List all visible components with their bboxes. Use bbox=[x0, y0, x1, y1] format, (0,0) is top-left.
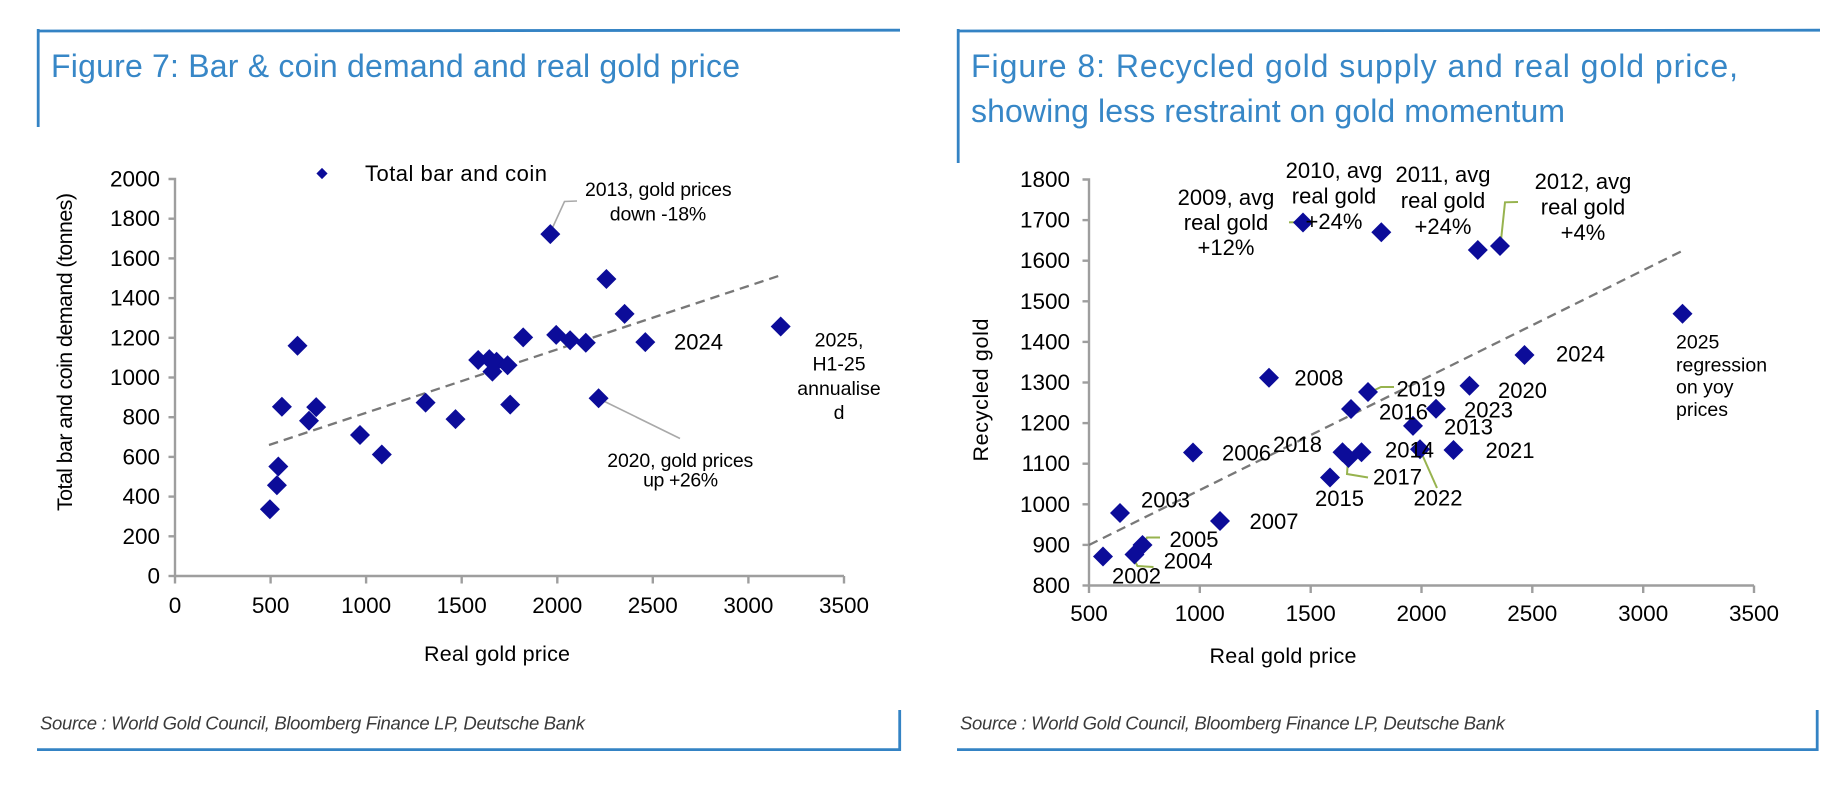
svg-text:2013, gold prices: 2013, gold prices bbox=[585, 179, 732, 201]
svg-text:1500: 1500 bbox=[437, 593, 487, 618]
svg-text:2005: 2005 bbox=[1170, 527, 1219, 552]
svg-text:2009, avg: 2009, avg bbox=[1178, 185, 1275, 210]
svg-text:+24%: +24% bbox=[1415, 214, 1472, 239]
svg-text:regression: regression bbox=[1676, 355, 1767, 377]
svg-text:800: 800 bbox=[122, 405, 160, 430]
svg-text:0: 0 bbox=[147, 564, 160, 589]
svg-text:annualise: annualise bbox=[797, 378, 880, 400]
svg-text:3000: 3000 bbox=[1618, 601, 1668, 626]
svg-text:1100: 1100 bbox=[1022, 451, 1070, 476]
svg-text:1400: 1400 bbox=[110, 286, 160, 311]
svg-text:2010, avg: 2010, avg bbox=[1286, 158, 1383, 183]
svg-text:400: 400 bbox=[122, 484, 160, 509]
svg-text:500: 500 bbox=[252, 593, 290, 618]
svg-text:3500: 3500 bbox=[1729, 601, 1779, 626]
svg-text:Real gold price: Real gold price bbox=[1210, 644, 1357, 668]
svg-text:1300: 1300 bbox=[1020, 370, 1070, 395]
svg-text:2022: 2022 bbox=[1414, 486, 1463, 511]
svg-text:Recycled gold: Recycled gold bbox=[969, 319, 993, 462]
svg-text:d: d bbox=[834, 402, 845, 424]
svg-text:2003: 2003 bbox=[1141, 488, 1190, 513]
svg-text:on yoy: on yoy bbox=[1676, 377, 1734, 399]
svg-text:600: 600 bbox=[122, 444, 160, 469]
svg-text:1000: 1000 bbox=[110, 365, 160, 390]
svg-text:900: 900 bbox=[1032, 532, 1070, 557]
svg-text:1500: 1500 bbox=[1286, 601, 1336, 626]
svg-text:2018: 2018 bbox=[1273, 432, 1322, 457]
svg-text:2023: 2023 bbox=[1464, 398, 1513, 423]
svg-text:2008: 2008 bbox=[1294, 366, 1343, 391]
svg-text:H1-25: H1-25 bbox=[812, 354, 865, 376]
svg-text:2500: 2500 bbox=[1507, 601, 1557, 626]
svg-text:2014: 2014 bbox=[1385, 438, 1434, 463]
svg-text:2017: 2017 bbox=[1373, 465, 1422, 490]
svg-text:1600: 1600 bbox=[110, 246, 160, 271]
svg-text:2007: 2007 bbox=[1250, 509, 1299, 534]
svg-text:prices: prices bbox=[1676, 399, 1728, 421]
svg-text:1000: 1000 bbox=[341, 593, 391, 618]
svg-text:real gold: real gold bbox=[1292, 184, 1376, 209]
svg-text:+12%: +12% bbox=[1198, 235, 1255, 260]
svg-text:1600: 1600 bbox=[1020, 248, 1070, 273]
svg-text:Source : World Gold Council, B: Source : World Gold Council, Bloomberg F… bbox=[40, 713, 587, 734]
svg-text:2016: 2016 bbox=[1379, 400, 1428, 425]
svg-text:2025,: 2025, bbox=[815, 330, 864, 352]
svg-text:2019: 2019 bbox=[1397, 377, 1446, 402]
svg-text:Figure 7: Bar & coin demand an: Figure 7: Bar & coin demand and real gol… bbox=[51, 48, 740, 84]
svg-text:Total bar and coin demand (ton: Total bar and coin demand (tonnes) bbox=[53, 193, 77, 511]
svg-text:2004: 2004 bbox=[1164, 549, 1213, 574]
svg-text:2012, avg: 2012, avg bbox=[1535, 169, 1632, 194]
svg-text:real gold: real gold bbox=[1184, 210, 1268, 235]
svg-text:2025: 2025 bbox=[1676, 332, 1720, 354]
svg-text:2000: 2000 bbox=[110, 167, 160, 192]
svg-text:2500: 2500 bbox=[628, 593, 678, 618]
svg-text:1000: 1000 bbox=[1020, 492, 1070, 517]
svg-text:2013: 2013 bbox=[1444, 415, 1493, 440]
svg-text:1500: 1500 bbox=[1020, 289, 1070, 314]
svg-text:2020: 2020 bbox=[1498, 378, 1547, 403]
svg-text:+24%: +24% bbox=[1306, 209, 1363, 234]
svg-text:2000: 2000 bbox=[1396, 601, 1446, 626]
svg-text:200: 200 bbox=[122, 524, 160, 549]
svg-text:1800: 1800 bbox=[1020, 167, 1070, 192]
svg-text:Total bar and coin: Total bar and coin bbox=[365, 161, 547, 186]
svg-text:Source : World Gold Council, B: Source : World Gold Council, Bloomberg F… bbox=[960, 713, 1507, 734]
svg-text:showing less restraint on gold: showing less restraint on gold momentum bbox=[971, 93, 1565, 129]
svg-text:1200: 1200 bbox=[1020, 411, 1070, 436]
svg-text:2006: 2006 bbox=[1222, 441, 1271, 466]
svg-text:down -18%: down -18% bbox=[610, 203, 707, 225]
svg-text:real gold: real gold bbox=[1401, 188, 1485, 213]
svg-text:2002: 2002 bbox=[1112, 564, 1161, 589]
svg-text:1700: 1700 bbox=[1020, 208, 1070, 233]
svg-text:real gold: real gold bbox=[1541, 195, 1625, 220]
svg-text:up +26%: up +26% bbox=[643, 470, 718, 492]
svg-text:1800: 1800 bbox=[110, 206, 160, 231]
svg-text:0: 0 bbox=[169, 593, 182, 618]
svg-text:500: 500 bbox=[1070, 601, 1108, 626]
svg-text:1000: 1000 bbox=[1175, 601, 1225, 626]
svg-text:3500: 3500 bbox=[819, 593, 869, 618]
svg-text:1200: 1200 bbox=[110, 325, 160, 350]
svg-text:2015: 2015 bbox=[1315, 486, 1364, 511]
svg-text:Figure 8: Recycled gold supply: Figure 8: Recycled gold supply and real … bbox=[971, 48, 1738, 84]
svg-text:1400: 1400 bbox=[1020, 329, 1070, 354]
svg-text:800: 800 bbox=[1032, 573, 1070, 598]
svg-text:2024: 2024 bbox=[674, 330, 723, 355]
svg-text:+4%: +4% bbox=[1561, 220, 1606, 245]
svg-text:2021: 2021 bbox=[1486, 438, 1535, 463]
svg-text:2000: 2000 bbox=[532, 593, 582, 618]
svg-text:2024: 2024 bbox=[1556, 342, 1605, 367]
svg-text:2020, gold prices: 2020, gold prices bbox=[607, 450, 753, 472]
svg-text:2011, avg: 2011, avg bbox=[1395, 162, 1490, 187]
svg-text:3000: 3000 bbox=[723, 593, 773, 618]
svg-text:Real gold price: Real gold price bbox=[424, 642, 570, 666]
